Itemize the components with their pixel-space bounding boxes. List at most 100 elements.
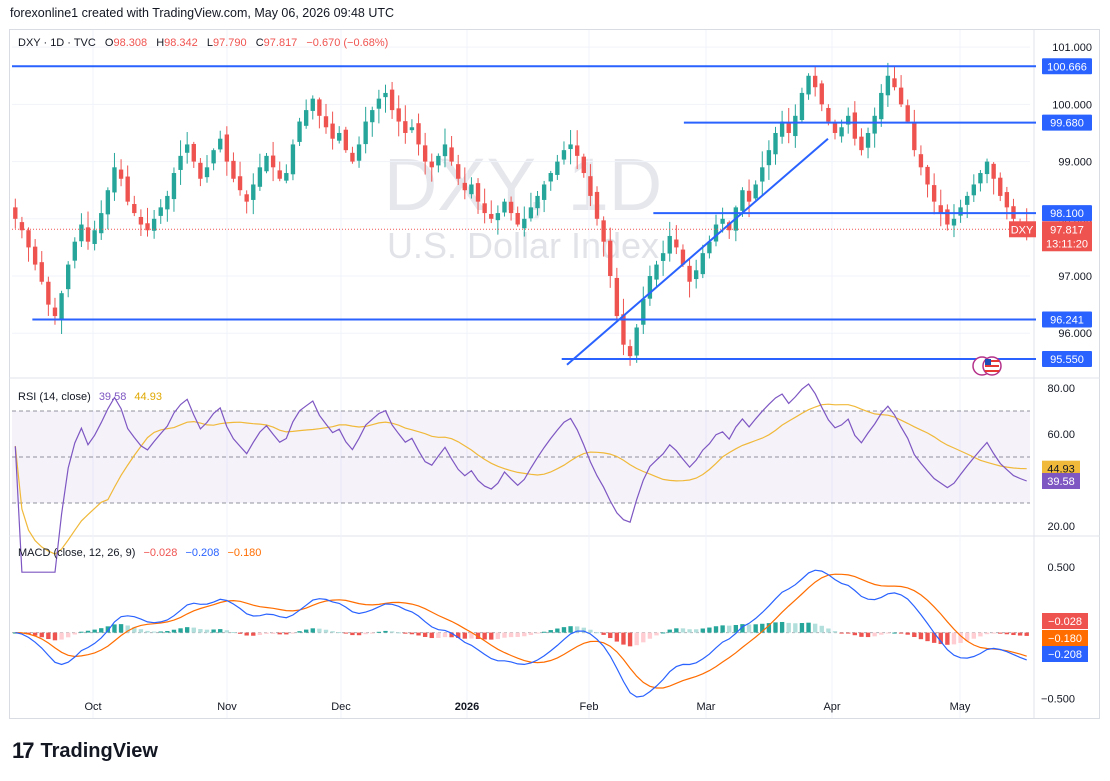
rsi-value-label: 39.58 bbox=[1047, 476, 1075, 488]
macd-histogram-bar bbox=[826, 628, 831, 633]
macd-histogram-bar bbox=[693, 629, 699, 633]
candle-body bbox=[475, 183, 481, 202]
macd-histogram-bar bbox=[885, 632, 891, 634]
macd-histogram-bar bbox=[105, 626, 111, 633]
candle-body bbox=[522, 218, 527, 229]
macd-histogram-bar bbox=[548, 630, 553, 633]
macd-histogram-bar bbox=[456, 632, 461, 638]
rsi-tick-label: 80.00 bbox=[1047, 383, 1075, 395]
candle-body bbox=[674, 239, 679, 248]
candle-body bbox=[489, 213, 494, 219]
candle-body bbox=[389, 89, 395, 111]
candle-body bbox=[184, 144, 190, 153]
macd-histogram-bar bbox=[865, 632, 871, 638]
price-label: 99.680 bbox=[1050, 118, 1084, 130]
candle-body bbox=[151, 218, 157, 231]
macd-histogram-bar bbox=[568, 626, 573, 633]
macd-tick-label: −0.500 bbox=[1041, 693, 1075, 705]
symbol-tag-box bbox=[1009, 221, 1036, 238]
macd-histogram-bar bbox=[52, 632, 58, 641]
macd-histogram-bar bbox=[614, 632, 620, 642]
macd-histogram-bar bbox=[204, 629, 210, 633]
candle-body bbox=[938, 205, 943, 214]
rsi-tick-label: 20.00 bbox=[1047, 521, 1075, 533]
candle-body bbox=[158, 207, 163, 216]
candle-body bbox=[303, 110, 309, 126]
candle-body bbox=[462, 182, 467, 191]
macd-histogram-bar bbox=[409, 632, 415, 635]
macd-histogram-bar bbox=[317, 628, 322, 633]
macd-histogram-bar bbox=[707, 627, 712, 633]
macd-histogram-bar bbox=[879, 632, 884, 635]
macd-histogram-bar bbox=[912, 632, 917, 638]
macd-histogram-bar bbox=[1017, 632, 1023, 636]
macd-histogram-bar bbox=[1024, 632, 1029, 636]
macd-histogram-bar bbox=[85, 630, 91, 633]
candle-body bbox=[812, 75, 818, 88]
macd-histogram-bar bbox=[79, 631, 84, 633]
candle-body bbox=[297, 121, 302, 142]
macd-histogram-bar bbox=[422, 632, 428, 637]
macd-histogram-bar bbox=[32, 632, 38, 636]
macd-histogram-bar bbox=[376, 631, 382, 633]
candle-body bbox=[409, 127, 415, 131]
candle-body bbox=[39, 262, 44, 282]
candle-body bbox=[264, 155, 269, 172]
us-flag-icon bbox=[972, 356, 1002, 376]
macd-histogram-bar bbox=[469, 632, 474, 639]
candle-body bbox=[786, 123, 791, 133]
last-price-label: 97.817 bbox=[1050, 224, 1084, 236]
candle-body bbox=[641, 298, 646, 325]
candle-body bbox=[541, 184, 547, 200]
macd-histogram-bar bbox=[508, 632, 514, 638]
candle-body bbox=[958, 207, 963, 216]
macd-histogram-bar bbox=[46, 632, 51, 640]
chart-frame bbox=[9, 29, 1100, 719]
macd-histogram-bar bbox=[145, 630, 150, 633]
candle-body bbox=[826, 107, 831, 122]
candle-body bbox=[667, 235, 672, 254]
candle-body bbox=[687, 265, 692, 282]
candle-body bbox=[760, 167, 765, 182]
candle-body bbox=[356, 144, 362, 161]
macd-histogram-bar bbox=[284, 632, 289, 635]
candle-body bbox=[945, 209, 950, 225]
macd-histogram-bar bbox=[931, 632, 937, 643]
macd-histogram-bar bbox=[918, 632, 924, 640]
candle-body bbox=[244, 194, 249, 202]
candle-body bbox=[535, 195, 540, 209]
macd-histogram-bar bbox=[323, 629, 329, 633]
x-tick-label: Nov bbox=[217, 701, 237, 713]
macd-histogram-bar bbox=[786, 622, 791, 633]
candle-body bbox=[290, 144, 296, 175]
candle-body bbox=[66, 264, 71, 290]
candle-body bbox=[422, 145, 428, 162]
macd-histogram-bar bbox=[621, 632, 626, 645]
macd-histogram-bar bbox=[297, 631, 302, 633]
candle-body bbox=[621, 314, 626, 345]
macd-histogram-bar bbox=[363, 632, 368, 635]
macd-line bbox=[15, 569, 1027, 698]
candle-body bbox=[165, 195, 170, 210]
macd-histogram-bar bbox=[832, 631, 838, 633]
candle-body bbox=[13, 207, 18, 219]
candle-body bbox=[588, 176, 593, 196]
candle-body bbox=[766, 150, 772, 166]
macd-histogram-bar bbox=[766, 623, 772, 633]
rsi-value-box bbox=[1042, 460, 1080, 477]
candle-body bbox=[284, 173, 289, 181]
price-label-box bbox=[1042, 58, 1092, 75]
macd-histogram-bar bbox=[370, 632, 375, 634]
footer-brand: TradingView bbox=[40, 739, 158, 762]
macd-histogram-bar bbox=[396, 632, 401, 634]
x-tick-label: May bbox=[950, 701, 971, 713]
macd-histogram-bar bbox=[951, 632, 957, 645]
macd-histogram-bar bbox=[846, 632, 851, 634]
candle-body bbox=[317, 99, 322, 116]
macd-histogram-bar bbox=[819, 625, 824, 633]
candle-body bbox=[859, 136, 864, 151]
macd-histogram-bar bbox=[991, 632, 996, 634]
candle-body bbox=[680, 249, 686, 265]
candle-body bbox=[337, 132, 342, 141]
